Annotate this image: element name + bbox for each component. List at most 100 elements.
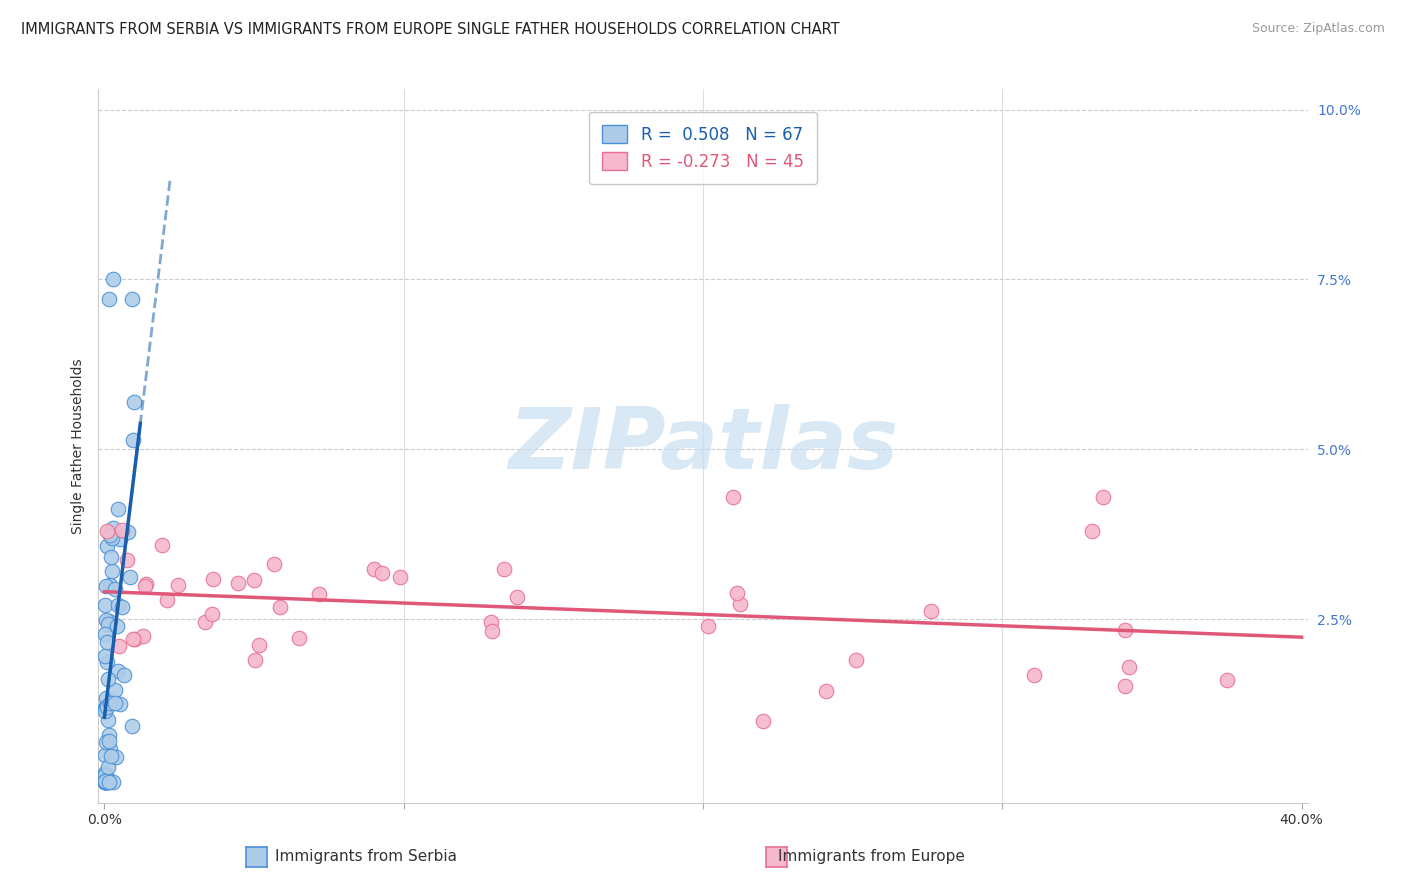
Legend: R =  0.508   N = 67, R = -0.273   N = 45: R = 0.508 N = 67, R = -0.273 N = 45 bbox=[589, 112, 817, 184]
Point bbox=[97, 293, 120, 307]
Point bbox=[1114, 623, 1136, 637]
Point bbox=[101, 531, 124, 545]
Point bbox=[97, 775, 120, 789]
Point bbox=[96, 634, 118, 648]
Point bbox=[97, 772, 120, 787]
Point bbox=[94, 768, 117, 782]
Point bbox=[1081, 524, 1104, 538]
Point bbox=[371, 566, 394, 580]
Point bbox=[94, 648, 117, 663]
Point bbox=[96, 700, 118, 714]
Y-axis label: Single Father Households: Single Father Households bbox=[70, 359, 84, 533]
Point bbox=[104, 696, 127, 710]
Point bbox=[117, 524, 139, 539]
Point bbox=[492, 562, 515, 576]
Point bbox=[122, 395, 145, 409]
Text: IMMIGRANTS FROM SERBIA VS IMMIGRANTS FROM EUROPE SINGLE FATHER HOUSEHOLDS CORREL: IMMIGRANTS FROM SERBIA VS IMMIGRANTS FRO… bbox=[21, 22, 839, 37]
Point bbox=[111, 599, 134, 614]
Point bbox=[101, 272, 124, 286]
Point bbox=[107, 664, 129, 678]
Point bbox=[288, 631, 311, 645]
Point bbox=[363, 562, 385, 576]
Point bbox=[98, 527, 121, 541]
Point bbox=[134, 579, 156, 593]
Point bbox=[96, 775, 118, 789]
Point bbox=[98, 734, 121, 748]
Text: ZIPatlas: ZIPatlas bbox=[508, 404, 898, 488]
Point bbox=[132, 629, 155, 643]
Point bbox=[107, 639, 129, 653]
Point bbox=[94, 775, 117, 789]
Point bbox=[94, 627, 117, 641]
Point bbox=[845, 653, 868, 667]
Point bbox=[94, 613, 117, 627]
Point bbox=[97, 728, 120, 742]
Point bbox=[107, 501, 129, 516]
Point bbox=[122, 632, 145, 646]
Point bbox=[94, 775, 117, 789]
Point bbox=[1216, 673, 1239, 688]
Point bbox=[94, 748, 117, 763]
Point bbox=[96, 656, 118, 670]
Point bbox=[118, 570, 141, 584]
Point bbox=[201, 607, 224, 621]
Point bbox=[97, 713, 120, 727]
Point bbox=[96, 524, 118, 538]
Point bbox=[269, 600, 291, 615]
Point bbox=[388, 570, 411, 584]
Point bbox=[100, 550, 122, 565]
Point bbox=[103, 521, 125, 535]
Point bbox=[121, 292, 143, 306]
Point bbox=[105, 749, 128, 764]
Point bbox=[94, 775, 117, 789]
Point bbox=[97, 614, 120, 628]
Point bbox=[121, 433, 143, 447]
Point bbox=[752, 714, 775, 729]
Point bbox=[97, 616, 120, 631]
Point bbox=[98, 578, 121, 592]
Point bbox=[124, 632, 146, 646]
Point bbox=[98, 696, 121, 710]
Point bbox=[104, 582, 127, 596]
Point bbox=[728, 597, 751, 611]
Point bbox=[94, 774, 117, 789]
Point bbox=[226, 575, 249, 590]
Point bbox=[1024, 668, 1046, 682]
Point bbox=[194, 615, 217, 629]
Point bbox=[98, 742, 121, 756]
Point bbox=[104, 683, 127, 698]
Point bbox=[94, 700, 117, 714]
Point bbox=[263, 558, 285, 572]
Point bbox=[101, 564, 124, 578]
Point bbox=[94, 775, 117, 789]
Point bbox=[111, 523, 134, 537]
Point bbox=[1091, 490, 1114, 504]
Point bbox=[150, 538, 173, 552]
Point bbox=[101, 775, 124, 789]
Point bbox=[94, 765, 117, 780]
Point bbox=[94, 579, 117, 593]
Point bbox=[108, 533, 131, 547]
Point bbox=[156, 593, 179, 607]
Point bbox=[94, 691, 117, 706]
Point bbox=[105, 619, 128, 633]
Point bbox=[97, 673, 120, 687]
Point bbox=[115, 553, 138, 567]
Point bbox=[97, 760, 120, 774]
Text: Immigrants from Europe: Immigrants from Europe bbox=[779, 849, 965, 863]
Point bbox=[94, 775, 117, 789]
Point bbox=[308, 587, 330, 601]
Text: Source: ZipAtlas.com: Source: ZipAtlas.com bbox=[1251, 22, 1385, 36]
Point bbox=[112, 668, 135, 682]
Point bbox=[814, 683, 837, 698]
Point bbox=[97, 775, 120, 789]
Point bbox=[506, 590, 529, 604]
Point bbox=[920, 604, 942, 618]
Point bbox=[201, 573, 224, 587]
Point bbox=[100, 749, 122, 764]
Point bbox=[697, 619, 720, 633]
Point bbox=[94, 773, 117, 788]
Text: Immigrants from Serbia: Immigrants from Serbia bbox=[274, 849, 457, 863]
Point bbox=[1118, 660, 1140, 674]
Point bbox=[94, 775, 117, 789]
